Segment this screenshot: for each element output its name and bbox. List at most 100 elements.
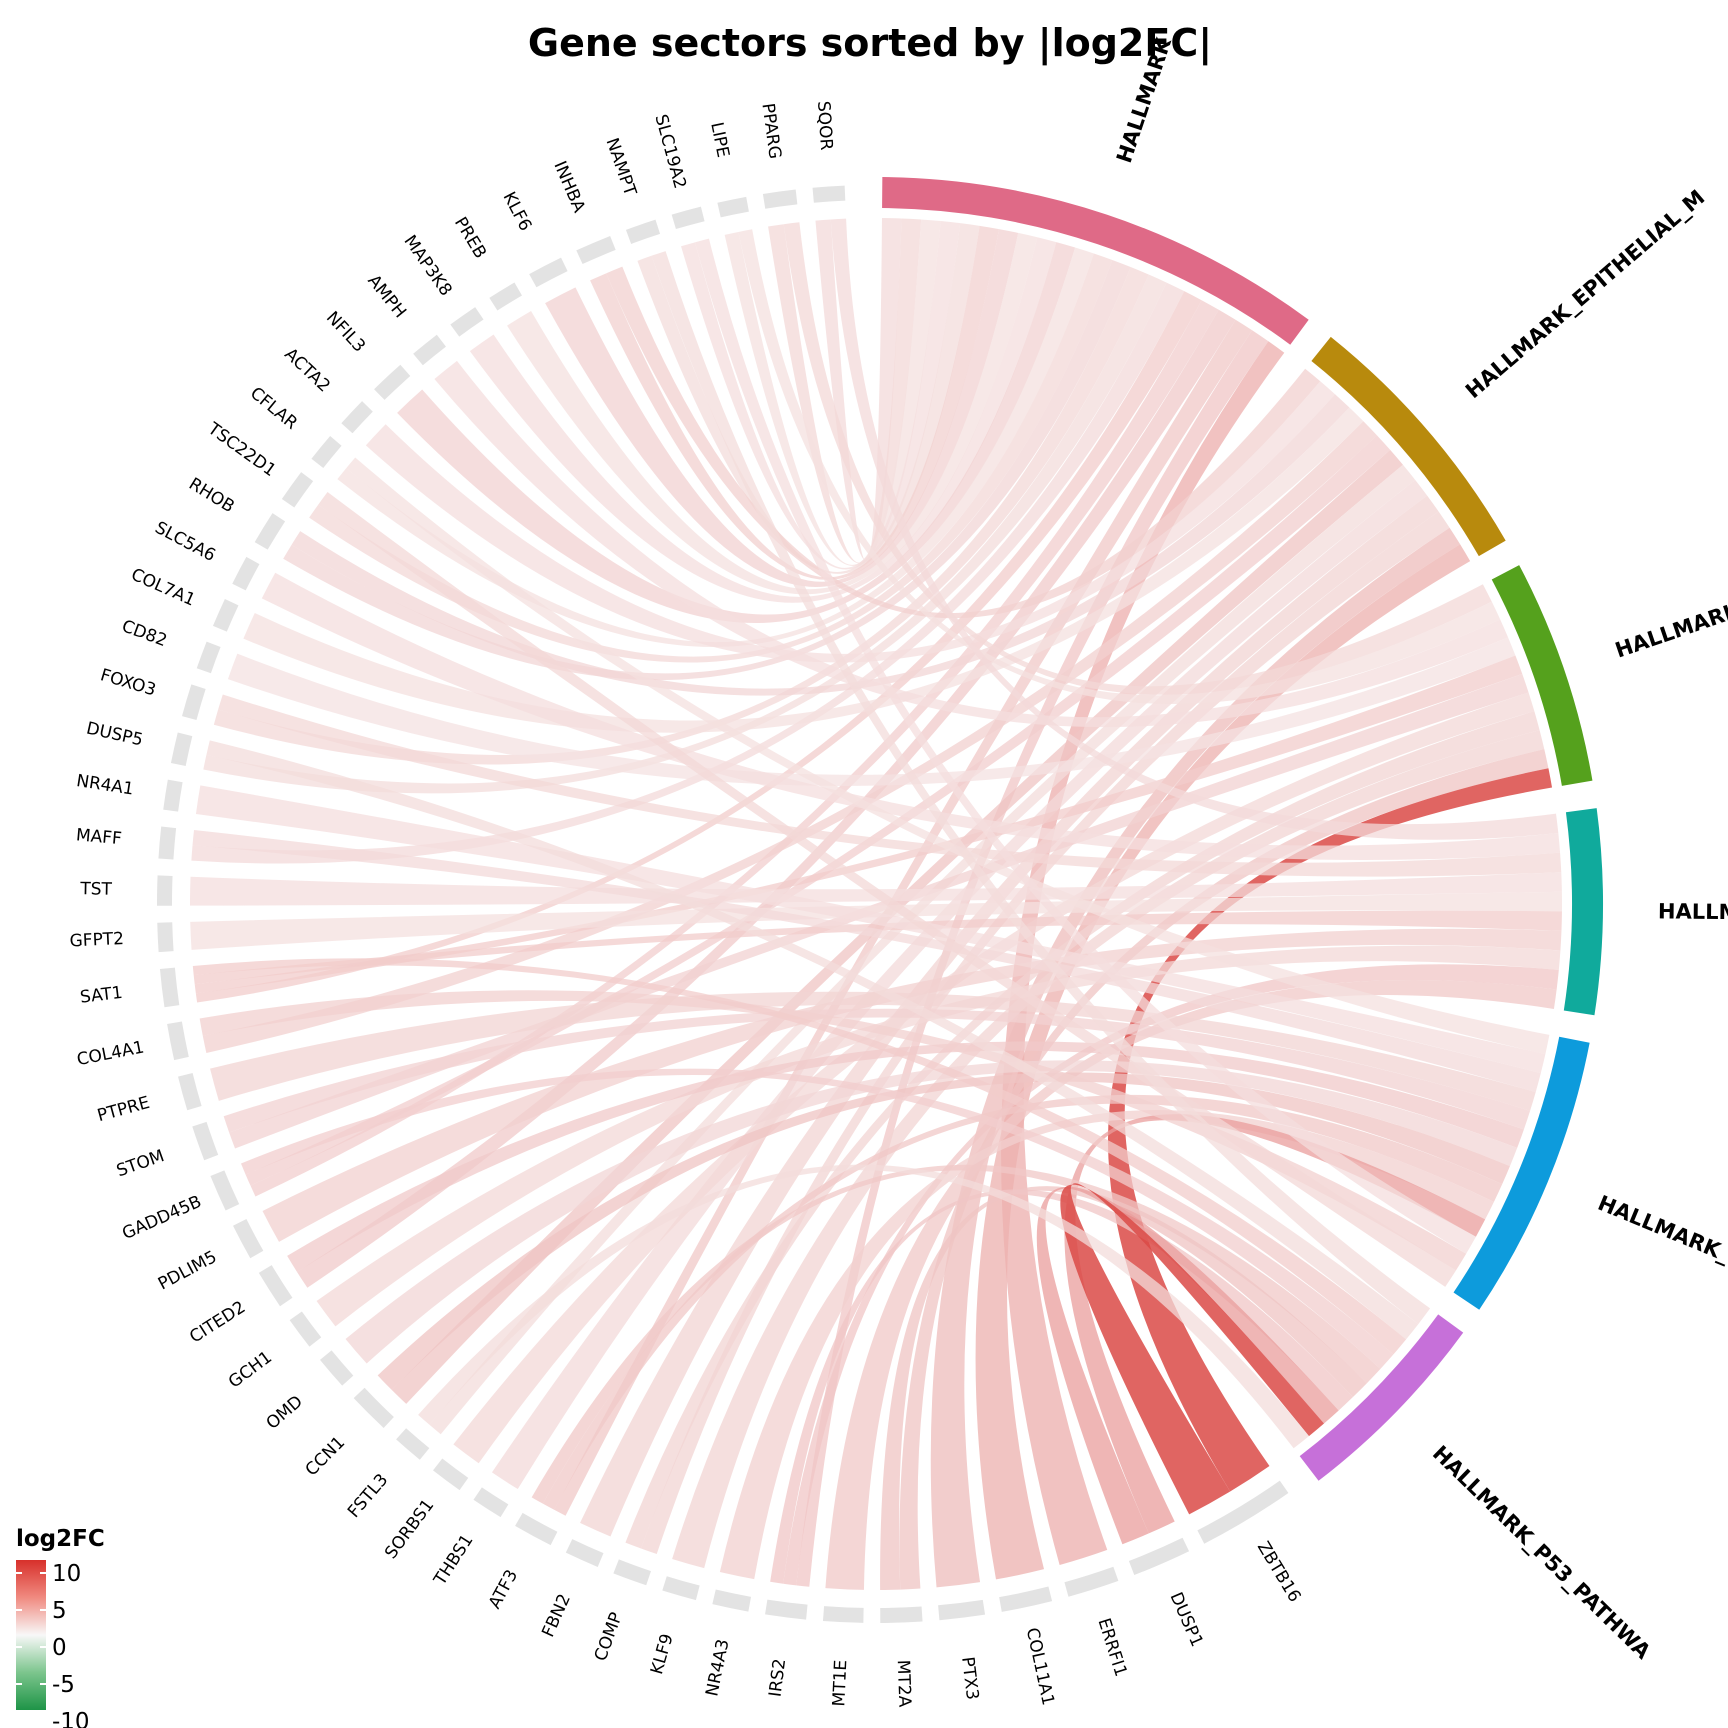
gene-sector-lipe: [717, 196, 749, 218]
gene-label-zbtb16: ZBTB16: [1253, 1538, 1305, 1606]
chord-ccn1-1: [391, 449, 1403, 1404]
pathway-sector-1: [1311, 336, 1506, 557]
pathway-label-1: HALLMARK_EPITHELIAL_M: [1461, 185, 1709, 403]
gene-label-mt1e: MT1E: [829, 1659, 851, 1706]
gene-label-pparg: PPARG: [757, 102, 784, 160]
gene-label-ptx3: PTX3: [957, 1656, 982, 1701]
chart-title: Gene sectors sorted by |log2FC|: [528, 21, 1212, 66]
gene-sector-maff: [158, 826, 177, 860]
gene-label-atf3: ATF3: [485, 1566, 522, 1612]
chord-acta2-1: [365, 381, 1336, 663]
gene-label-stom: STOM: [114, 1146, 167, 1181]
gene-sectors: [157, 185, 1289, 1623]
chord-mt1e-3: [825, 980, 1557, 1590]
gene-label-irs2: IRS2: [766, 1657, 791, 1698]
gene-label-col7a1: COL7A1: [128, 565, 198, 611]
chord-atf3-0: [554, 319, 1253, 1516]
gene-sector-irs2: [765, 1599, 808, 1620]
pathway-sector-3: [1563, 808, 1603, 1016]
chord-dusp1-5: [1036, 1186, 1339, 1545]
gene-label-sorbs1: SORBS1: [381, 1496, 438, 1563]
legend-title: log2FC: [16, 1526, 105, 1552]
legend-ticks: 10 5 0 -5 -10: [16, 1561, 90, 1728]
gene-sector-klf6: [529, 257, 568, 288]
gene-sector-preb: [489, 282, 522, 311]
gene-label-acta2: ACTA2: [280, 344, 334, 396]
gene-sector-nfil3: [374, 364, 411, 400]
gene-label-errfi1: ERRFI1: [1093, 1616, 1130, 1679]
gene-sector-amph: [413, 334, 446, 366]
gene-sector-foxo3: [181, 684, 206, 721]
gene-label-nr4a3: NR4A3: [702, 1637, 733, 1698]
gene-sector-ptx3: [938, 1599, 986, 1621]
gene-sector-pparg: [762, 189, 798, 209]
gene-sector-dusp5: [170, 732, 193, 766]
gene-label-pdlim5: PDLIM5: [155, 1247, 220, 1294]
chord-maff-0: [191, 282, 1185, 864]
gene-label-klf9: KLF9: [647, 1632, 678, 1677]
gene-sector-sqor: [812, 185, 846, 203]
gene-sector-ccn1: [353, 1387, 394, 1428]
gene-label-maff: MAFF: [75, 825, 122, 849]
gene-sector-ptpre: [178, 1072, 202, 1111]
gene-label-lipe: LIPE: [706, 120, 733, 159]
pathway-label-4: HALLMARK_: [1594, 1191, 1728, 1267]
chord-sat1-3: [193, 910, 1562, 985]
gene-sector-mt1e: [822, 1606, 864, 1623]
gene-sector-comp: [613, 1559, 651, 1586]
gene-sector-sat1: [159, 967, 180, 1008]
gene-sector-nr4a3: [712, 1589, 752, 1612]
gene-label-nampt: NAMPT: [601, 136, 640, 199]
gene-label-col11a1: COL11A1: [1022, 1626, 1058, 1707]
gene-label-sat1: SAT1: [79, 983, 124, 1008]
gene-sector-zbtb16: [1197, 1480, 1289, 1544]
chord-lipe-0: [724, 219, 941, 567]
gene-label-slc5a6: SLC5A6: [152, 518, 219, 566]
chord-pparg-0: [768, 218, 922, 564]
gene-sector-acta2: [341, 401, 373, 434]
chord-zbtb16-5: [1060, 1183, 1325, 1515]
gene-sector-gch1: [289, 1311, 322, 1347]
gene-sector-col11a1: [999, 1586, 1053, 1612]
gene-sector-atf3: [515, 1512, 558, 1546]
chord-cd82-2: [227, 637, 1516, 786]
gene-label-rhob: RHOB: [185, 474, 238, 517]
gene-label-fbn2: FBN2: [538, 1591, 575, 1640]
gene-sector-cflar: [311, 436, 342, 469]
chord-atf3-5: [531, 1164, 1381, 1504]
pathway-sector-0: [882, 177, 1309, 345]
legend-tick-label: 10: [52, 1561, 81, 1587]
legend-tick-label: 5: [52, 1598, 67, 1624]
gene-sector-inhba: [576, 235, 616, 265]
gene-label-foxo3: FOXO3: [98, 665, 158, 700]
pathway-label-5: HALLMARK_P53_PATHWA: [1428, 1441, 1656, 1664]
gene-sector-nampt: [625, 219, 661, 244]
chord-map3k8-0: [469, 237, 1057, 603]
gene-label-gfpt2: GFPT2: [69, 929, 124, 952]
chord-fstl3-5: [418, 1164, 1309, 1449]
chord-stom-4: [223, 1008, 1531, 1133]
gene-label-mt2a: MT2A: [893, 1659, 915, 1708]
gene-sector-gadd45b: [210, 1170, 240, 1211]
gene-label-omd: OMD: [263, 1392, 307, 1434]
gene-label-klf6: KLF6: [499, 189, 536, 235]
gene-sector-mt2a: [880, 1606, 923, 1623]
legend-colorbar: [16, 1560, 46, 1710]
gene-sector-errfi1: [1064, 1566, 1119, 1597]
legend: log2FC 10 5 0 -5 -10: [16, 1526, 105, 1728]
gene-sector-tst: [157, 875, 173, 906]
gene-sector-slc5a6: [232, 556, 260, 591]
pathway-label-3: HALLMA: [1658, 899, 1728, 924]
chord-maff-4: [192, 830, 1541, 1093]
gene-label-amph: AMPH: [363, 271, 410, 322]
gene-sector-rhob: [254, 513, 286, 550]
gene-label-ptpre: PTPRE: [95, 1093, 152, 1126]
gene-label-nfil3: NFIL3: [322, 308, 369, 357]
pathway-sectors: [882, 177, 1603, 1481]
gene-label-cd82: CD82: [119, 616, 170, 651]
pathway-sector-5: [1299, 1314, 1464, 1481]
gene-sector-fstl3: [396, 1428, 430, 1460]
gene-label-cited2: CITED2: [186, 1297, 249, 1347]
chord-tst-3: [190, 872, 1562, 906]
